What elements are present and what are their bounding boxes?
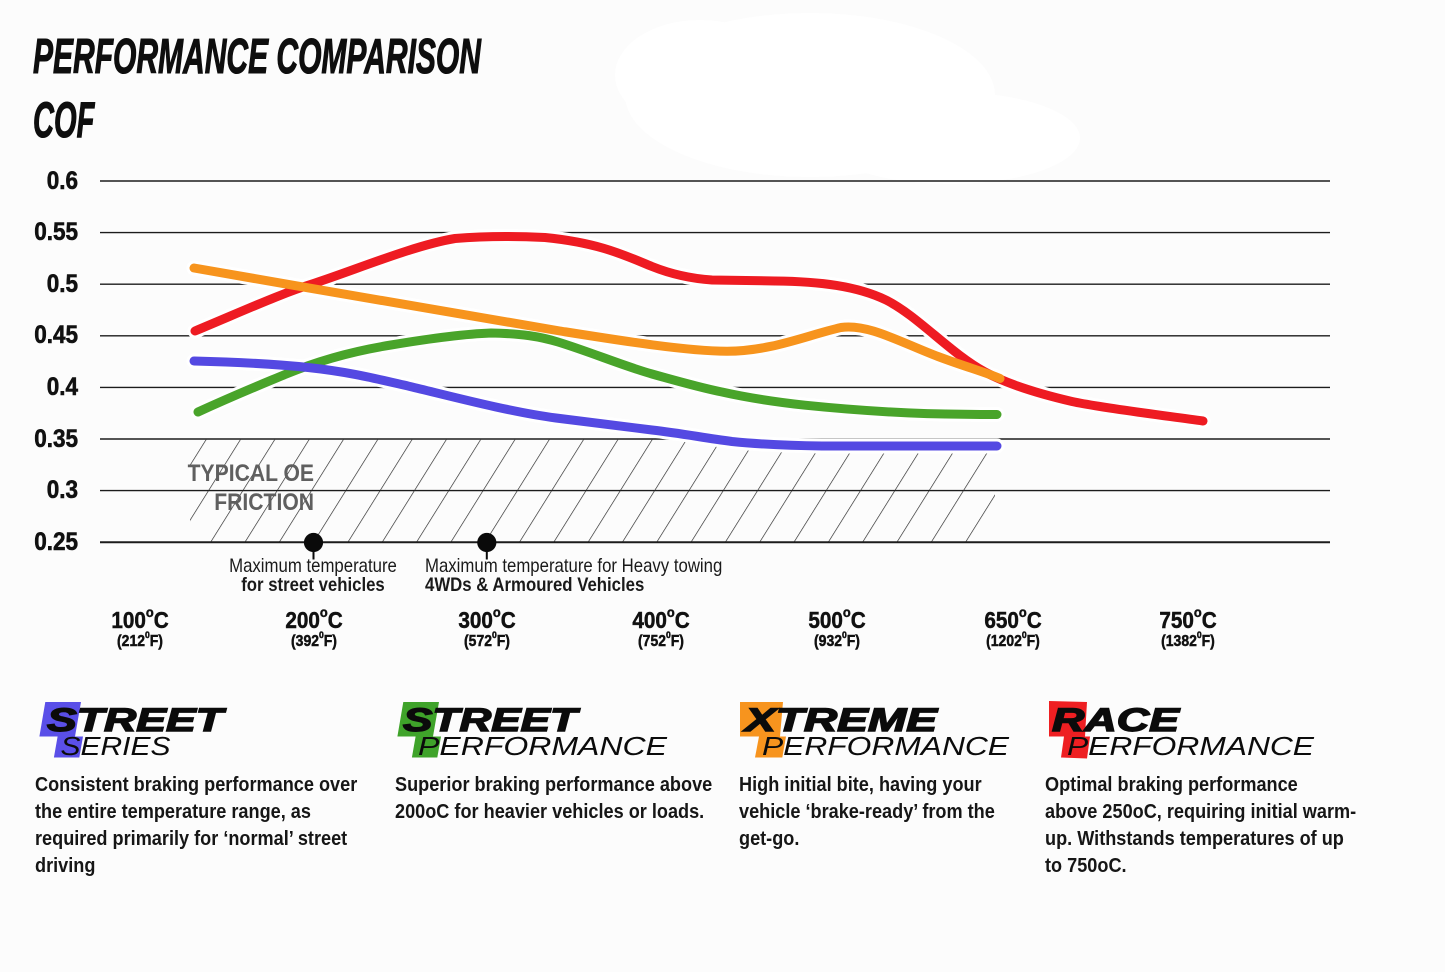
- svg-text:PERFORMANCE: PERFORMANCE: [762, 731, 1010, 761]
- svg-text:STREET: STREET: [403, 702, 580, 738]
- svg-text:XTREME: XTREME: [742, 702, 939, 738]
- svg-text:PERFORMANCE: PERFORMANCE: [418, 731, 668, 761]
- svg-text:STREET: STREET: [47, 702, 226, 738]
- svg-text:PERFORMANCE: PERFORMANCE: [1067, 731, 1315, 761]
- svg-text:SERIES: SERIES: [61, 731, 172, 761]
- svg-text:RACE: RACE: [1052, 702, 1181, 738]
